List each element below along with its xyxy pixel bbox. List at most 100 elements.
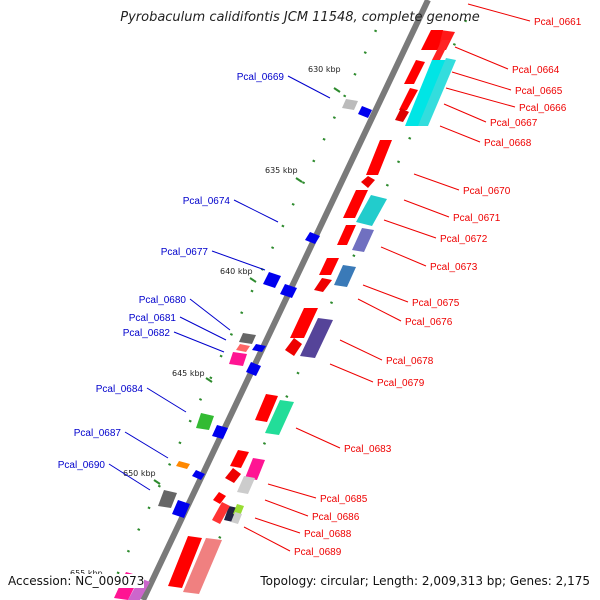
gene-block[interactable] bbox=[229, 352, 247, 366]
gene-block[interactable] bbox=[314, 278, 332, 292]
reverse-genes bbox=[114, 99, 372, 600]
tick-label: 630 kbp bbox=[308, 65, 341, 74]
gene-block[interactable] bbox=[231, 512, 242, 524]
gene-label[interactable]: Pcal_0664 bbox=[512, 65, 560, 76]
gene-label[interactable]: Pcal_0676 bbox=[405, 317, 453, 328]
gene-block[interactable] bbox=[290, 308, 318, 338]
gene-block[interactable] bbox=[418, 58, 456, 126]
gene-label[interactable]: Pcal_0683 bbox=[344, 444, 392, 455]
gene-block[interactable] bbox=[428, 30, 455, 50]
gene-label[interactable]: Pcal_0678 bbox=[386, 356, 434, 367]
gene-label[interactable]: Pcal_0666 bbox=[519, 103, 567, 114]
gene-block[interactable] bbox=[252, 344, 266, 352]
tick-label: 640 kbp bbox=[220, 267, 253, 276]
gene-block[interactable] bbox=[239, 333, 256, 344]
gene-block[interactable] bbox=[213, 492, 226, 504]
gene-label[interactable]: Pcal_0684 bbox=[96, 384, 144, 395]
leader-line bbox=[254, 517, 301, 534]
leader-line bbox=[179, 316, 227, 341]
gene-block[interactable] bbox=[361, 176, 375, 188]
gene-block[interactable] bbox=[334, 265, 356, 287]
accession-text: Accession: NC_009073 bbox=[8, 574, 145, 588]
gene-block[interactable] bbox=[172, 500, 190, 518]
tick-mark bbox=[205, 377, 213, 383]
leader-line bbox=[445, 87, 516, 108]
gene-block[interactable] bbox=[395, 108, 409, 122]
gene-block[interactable] bbox=[280, 284, 297, 298]
gene-block[interactable] bbox=[246, 362, 261, 376]
gene-block[interactable] bbox=[168, 536, 202, 588]
gene-block[interactable] bbox=[192, 470, 205, 480]
gene-label[interactable]: Pcal_0675 bbox=[412, 298, 460, 309]
gene-block[interactable] bbox=[265, 400, 294, 435]
gene-block[interactable] bbox=[255, 394, 278, 422]
gene-block[interactable] bbox=[342, 99, 358, 110]
gene-block[interactable] bbox=[300, 318, 333, 358]
gene-block[interactable] bbox=[285, 338, 302, 356]
gene-block[interactable] bbox=[196, 413, 214, 430]
gene-block[interactable] bbox=[245, 458, 265, 480]
gene-block[interactable] bbox=[319, 258, 339, 275]
gene-block[interactable] bbox=[224, 506, 238, 522]
gene-block[interactable] bbox=[183, 538, 222, 594]
gene-block[interactable] bbox=[343, 190, 368, 218]
gene-block[interactable] bbox=[432, 40, 450, 60]
gene-label[interactable]: Pcal_0668 bbox=[484, 138, 532, 149]
gene-label[interactable]: Pcal_0677 bbox=[161, 247, 209, 258]
gene-label[interactable]: Pcal_0665 bbox=[515, 86, 563, 97]
gene-label[interactable]: Pcal_0667 bbox=[490, 118, 538, 129]
tick-marks: 630 kbp 635 kbp 640 kbp 645 kbp 650 kbp 655 k… bbox=[70, 65, 341, 587]
leader-line bbox=[413, 173, 460, 191]
gene-label[interactable]: Pcal_0682 bbox=[123, 328, 171, 339]
gene-block[interactable] bbox=[356, 195, 387, 226]
gene-label[interactable]: Pcal_0689 bbox=[294, 547, 342, 558]
leader-line bbox=[380, 246, 427, 267]
genome-title: Pyrobaculum calidifontis JCM 11548, comp… bbox=[120, 10, 480, 25]
gene-block[interactable] bbox=[212, 502, 230, 524]
leader-line bbox=[233, 199, 279, 223]
gene-block[interactable] bbox=[176, 461, 190, 469]
gene-label[interactable]: Pcal_0673 bbox=[430, 262, 478, 273]
gene-block[interactable] bbox=[337, 225, 356, 245]
gene-label[interactable]: Pcal_0679 bbox=[377, 378, 425, 389]
gene-block[interactable] bbox=[405, 60, 446, 126]
gene-block[interactable] bbox=[225, 468, 241, 483]
gene-block[interactable] bbox=[237, 476, 255, 494]
gene-label[interactable]: Pcal_0680 bbox=[139, 295, 187, 306]
gene-block[interactable] bbox=[263, 272, 281, 288]
gene-block[interactable] bbox=[352, 228, 374, 252]
gene-block[interactable] bbox=[158, 490, 177, 508]
leader-line bbox=[146, 387, 187, 413]
leader-line bbox=[173, 331, 225, 353]
gene-label[interactable]: Pcal_0681 bbox=[129, 313, 177, 324]
gene-block[interactable] bbox=[305, 232, 320, 244]
gene-label[interactable]: Pcal_0686 bbox=[312, 512, 360, 523]
gene-label[interactable]: Pcal_0669 bbox=[237, 72, 285, 83]
gene-label[interactable]: Pcal_0690 bbox=[58, 460, 106, 471]
gene-block[interactable] bbox=[236, 344, 250, 352]
gene-block[interactable] bbox=[212, 425, 228, 439]
gene-block[interactable] bbox=[366, 140, 392, 175]
tick-label: 635 kbp bbox=[265, 166, 298, 175]
gene-block[interactable] bbox=[358, 106, 372, 118]
gene-label[interactable]: Pcal_0674 bbox=[183, 196, 231, 207]
gene-label[interactable]: Pcal_0661 bbox=[534, 17, 582, 28]
tick-mark bbox=[249, 277, 257, 283]
gene-label[interactable]: Pcal_0670 bbox=[463, 186, 511, 197]
leader-line bbox=[108, 463, 151, 491]
gene-block[interactable] bbox=[404, 60, 425, 84]
gene-label[interactable]: Pcal_0671 bbox=[453, 213, 501, 224]
gene-block[interactable] bbox=[230, 450, 249, 468]
gene-label[interactable]: Pcal_0685 bbox=[320, 494, 368, 505]
gene-block[interactable] bbox=[399, 88, 418, 110]
leader-line bbox=[287, 75, 331, 99]
gene-label[interactable]: Pcal_0687 bbox=[74, 428, 122, 439]
genome-backbone bbox=[140, 0, 431, 600]
gene-label[interactable]: Pcal_0688 bbox=[304, 529, 352, 540]
gene-block[interactable] bbox=[128, 578, 150, 600]
leader-line bbox=[339, 339, 383, 361]
leader-line bbox=[357, 298, 402, 322]
tick-mark bbox=[333, 87, 341, 93]
gene-label[interactable]: Pcal_0672 bbox=[440, 234, 488, 245]
